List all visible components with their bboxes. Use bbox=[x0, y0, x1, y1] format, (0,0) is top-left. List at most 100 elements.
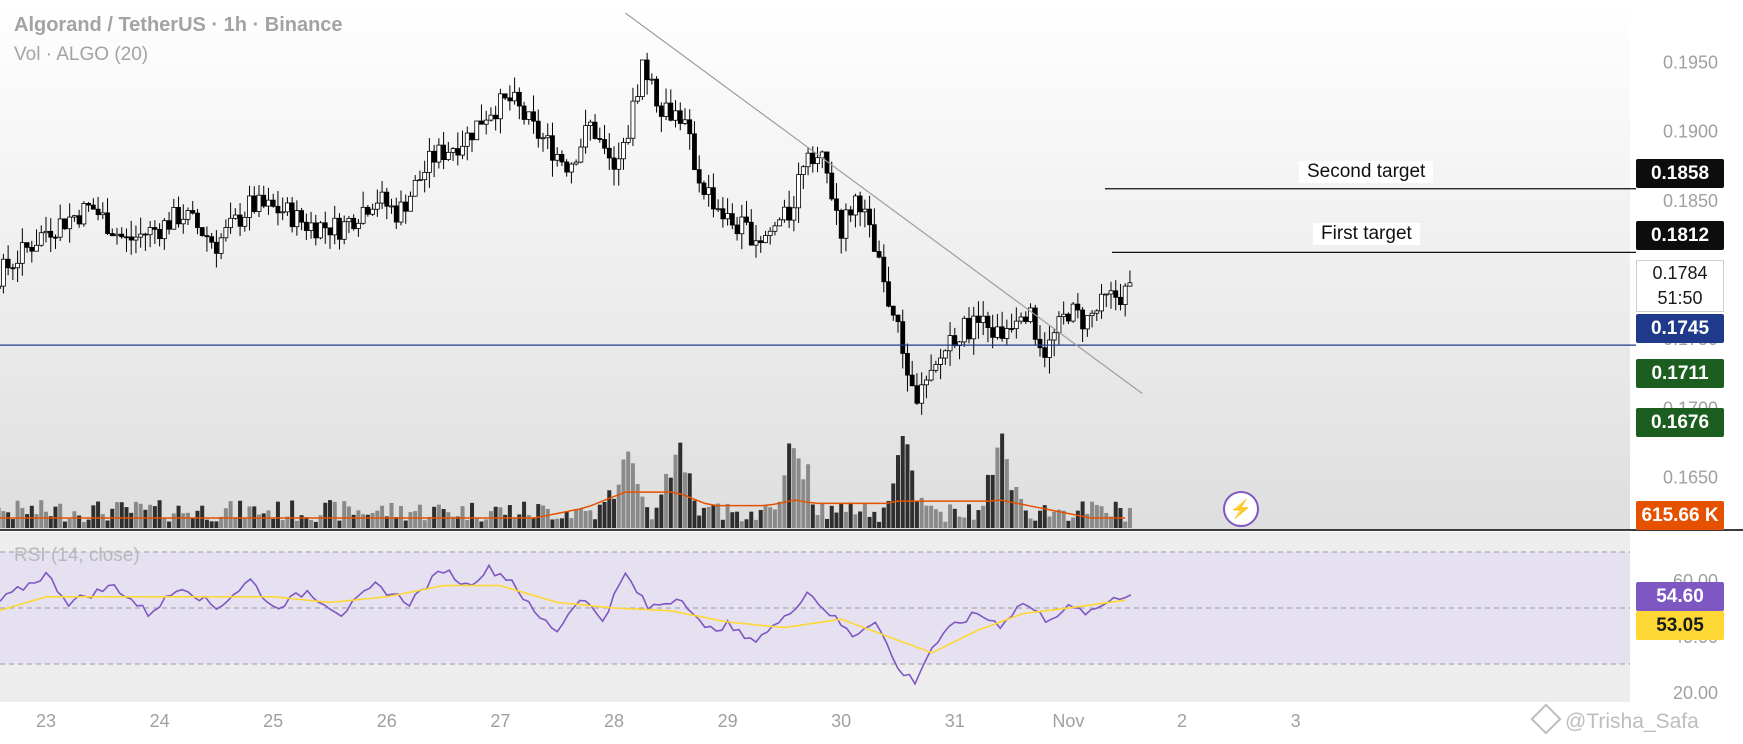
candle-body bbox=[587, 121, 593, 127]
volume-bar bbox=[550, 519, 555, 528]
candle-body bbox=[640, 59, 645, 97]
volume-bar bbox=[754, 519, 758, 528]
volume-bar bbox=[394, 517, 399, 528]
volume-bar bbox=[105, 520, 110, 528]
volume-bar bbox=[375, 510, 380, 528]
candle-body bbox=[616, 158, 622, 170]
candle-countdown: 51:50 bbox=[1657, 288, 1703, 308]
candle-body bbox=[924, 379, 929, 386]
candle-body bbox=[289, 202, 295, 228]
volume-bar bbox=[806, 464, 811, 528]
volume-bar bbox=[115, 502, 119, 528]
volume-bar bbox=[465, 519, 470, 528]
candle-body bbox=[1013, 320, 1019, 330]
volume-bar bbox=[545, 508, 550, 528]
volume-bar bbox=[825, 518, 829, 528]
candle-body bbox=[422, 171, 428, 181]
candle-body bbox=[493, 114, 499, 120]
volume-bar bbox=[1019, 498, 1024, 528]
candle-body bbox=[119, 233, 125, 238]
second-target-label[interactable]: Second target bbox=[1299, 161, 1434, 183]
candle-body bbox=[479, 120, 484, 125]
volume-bar bbox=[365, 514, 370, 528]
candle-body bbox=[763, 235, 768, 243]
volume-bar bbox=[578, 508, 583, 528]
volume-bar bbox=[271, 518, 276, 528]
volume-bar bbox=[252, 506, 257, 528]
candle-body bbox=[337, 217, 342, 240]
candle-body bbox=[1047, 339, 1052, 358]
candle-body bbox=[952, 335, 958, 347]
candle-body bbox=[1075, 303, 1081, 311]
time-axis-tick: 28 bbox=[604, 711, 624, 731]
volume-bar bbox=[649, 519, 654, 528]
candle-body bbox=[1004, 328, 1010, 339]
volume-bar bbox=[891, 483, 896, 528]
trendline[interactable] bbox=[625, 12, 1143, 395]
volume-bar bbox=[413, 511, 418, 528]
volume-bar bbox=[692, 500, 697, 528]
candle-body bbox=[862, 208, 868, 213]
volume-bar bbox=[403, 520, 408, 528]
volume-bar bbox=[370, 512, 375, 528]
volume-bar bbox=[862, 503, 867, 528]
volume-bar bbox=[877, 521, 882, 528]
volume-bar bbox=[735, 511, 740, 528]
volume-bar bbox=[697, 515, 702, 528]
candle-body bbox=[185, 210, 191, 220]
volume-bar bbox=[597, 504, 602, 528]
candle-body bbox=[711, 187, 716, 210]
candle-body bbox=[237, 214, 243, 227]
rsi-indicator-label[interactable]: RSI (14, close) bbox=[14, 545, 140, 566]
volume-bar bbox=[787, 443, 792, 528]
volume-bar bbox=[768, 507, 773, 528]
volume-bar bbox=[896, 455, 900, 528]
volume-bar bbox=[186, 512, 190, 528]
candle-body bbox=[1042, 347, 1048, 358]
candle-body bbox=[247, 195, 252, 218]
volume-bar bbox=[976, 510, 981, 528]
candle-body bbox=[796, 174, 801, 209]
time-axis-tick: 30 bbox=[831, 711, 851, 731]
candle-body bbox=[1113, 290, 1119, 298]
candle-body bbox=[701, 182, 707, 195]
candle-body bbox=[0, 258, 6, 287]
candle-body bbox=[86, 203, 91, 206]
candle-body bbox=[658, 105, 664, 117]
volume-indicator-label[interactable]: Vol · ALGO (20) bbox=[14, 44, 149, 65]
volume-bar bbox=[460, 506, 465, 528]
candle-body bbox=[72, 215, 77, 218]
candle-body bbox=[961, 317, 967, 343]
candle-body bbox=[834, 198, 839, 211]
volume-bar bbox=[1104, 512, 1109, 528]
volume-bar bbox=[588, 510, 593, 528]
volume-bar bbox=[933, 509, 938, 528]
volume-bar bbox=[1099, 506, 1104, 528]
volume-bar bbox=[791, 448, 796, 528]
volume-bar bbox=[630, 463, 635, 528]
candle-body bbox=[1061, 313, 1067, 318]
volume-bar bbox=[1052, 511, 1057, 528]
volume-bar bbox=[148, 504, 153, 528]
volume-bar bbox=[332, 501, 337, 528]
volume-bar bbox=[91, 505, 96, 528]
volume-bar bbox=[1090, 501, 1095, 528]
candle-body bbox=[450, 148, 456, 153]
candle-body bbox=[966, 317, 972, 340]
time-axis-tick: 29 bbox=[718, 711, 738, 731]
volume-bar bbox=[323, 502, 328, 528]
candle-body bbox=[266, 199, 271, 207]
candle-body bbox=[351, 217, 357, 230]
candle-body bbox=[554, 154, 560, 161]
volume-bar bbox=[313, 521, 318, 528]
volume-bar bbox=[247, 506, 252, 528]
volume-bar bbox=[228, 501, 233, 528]
time-axis-tick: 31 bbox=[945, 711, 965, 731]
first-target-label[interactable]: First target bbox=[1313, 223, 1420, 245]
volume-bar bbox=[1033, 520, 1038, 528]
candle-body bbox=[147, 227, 153, 236]
volume-bar bbox=[716, 503, 721, 528]
volume-bar bbox=[948, 504, 953, 528]
lightning-icon[interactable]: ⚡ bbox=[1223, 491, 1259, 527]
